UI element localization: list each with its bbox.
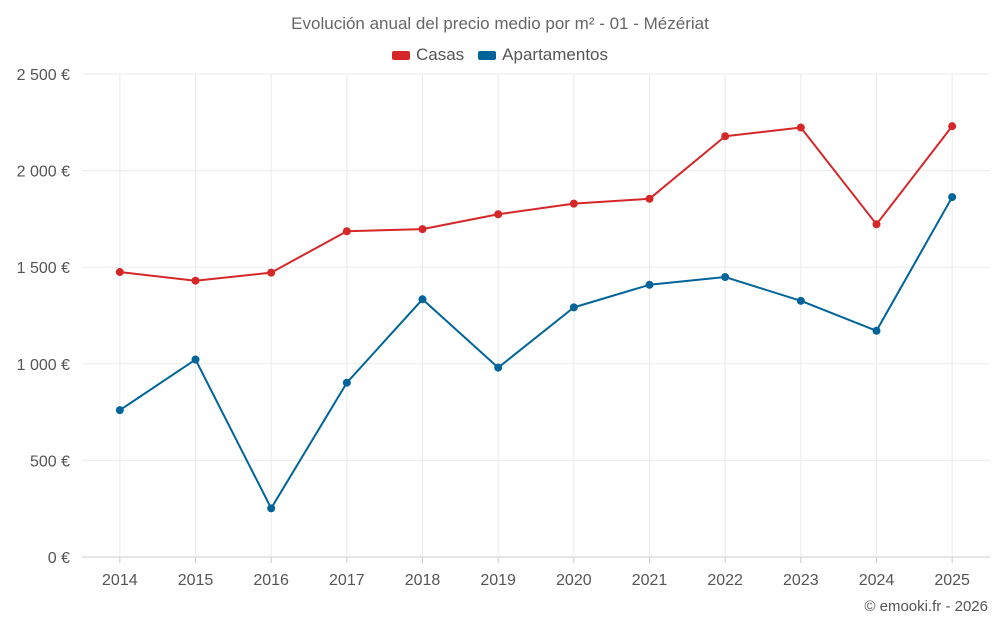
legend-label-casas: Casas: [415, 45, 465, 64]
data-point-apartamentos: [872, 326, 881, 335]
data-point-casas: [569, 199, 578, 208]
data-point-casas: [872, 220, 881, 229]
data-point-casas: [342, 227, 351, 236]
y-tick-label: 0 €: [48, 550, 70, 567]
y-tick-label: 1 500 €: [17, 260, 70, 277]
data-point-apartamentos: [267, 504, 276, 513]
data-point-apartamentos: [569, 303, 578, 312]
x-tick-label: 2018: [405, 572, 441, 589]
x-tick-label: 2014: [102, 572, 138, 589]
data-point-apartamentos: [494, 363, 503, 372]
legend-swatch-apartamentos: [478, 50, 497, 60]
x-tick-label: 2021: [632, 572, 668, 589]
data-point-casas: [418, 225, 427, 234]
data-point-casas: [721, 132, 730, 141]
data-point-apartamentos: [418, 295, 427, 304]
x-tick-label: 2017: [329, 572, 365, 589]
x-tick-label: 2024: [859, 572, 895, 589]
x-tick-label: 2023: [783, 572, 819, 589]
legend-swatch-casas: [391, 50, 410, 60]
data-point-casas: [948, 122, 957, 131]
data-point-casas: [796, 123, 805, 132]
series-line-casas: [119, 125, 953, 282]
x-tick-label: 2020: [556, 572, 592, 589]
x-tick-label: 2015: [178, 572, 214, 589]
data-point-casas: [645, 194, 654, 203]
data-point-apartamentos: [115, 406, 124, 415]
data-point-apartamentos: [191, 355, 200, 364]
y-tick-label: 1 000 €: [17, 357, 70, 374]
copyright-credit: © emooki.fr - 2026: [864, 598, 988, 615]
data-point-casas: [115, 268, 124, 277]
series-line-apartamentos: [119, 196, 954, 510]
data-point-apartamentos: [796, 296, 805, 305]
data-point-apartamentos: [948, 193, 957, 202]
y-tick-label: 2 000 €: [17, 164, 70, 181]
data-point-apartamentos: [645, 280, 654, 289]
data-point-apartamentos: [721, 273, 730, 282]
y-tick-label: 500 €: [30, 453, 70, 470]
legend: Casas Apartamentos: [0, 45, 1000, 65]
legend-item-apartamentos[interactable]: Apartamentos: [478, 45, 608, 65]
legend-item-casas[interactable]: Casas: [391, 45, 465, 65]
x-tick-label: 2016: [253, 572, 289, 589]
data-point-apartamentos: [342, 378, 351, 387]
data-point-casas: [191, 276, 200, 285]
y-tick-label: 2 500 €: [17, 67, 70, 84]
data-point-casas: [267, 268, 276, 277]
x-tick-label: 2019: [480, 572, 516, 589]
chart-title: Evolución anual del precio medio por m² …: [291, 14, 709, 33]
x-tick-label: 2022: [707, 572, 743, 589]
x-tick-label: 2025: [934, 572, 970, 589]
legend-label-apartamentos: Apartamentos: [502, 45, 609, 64]
data-point-casas: [494, 210, 503, 219]
